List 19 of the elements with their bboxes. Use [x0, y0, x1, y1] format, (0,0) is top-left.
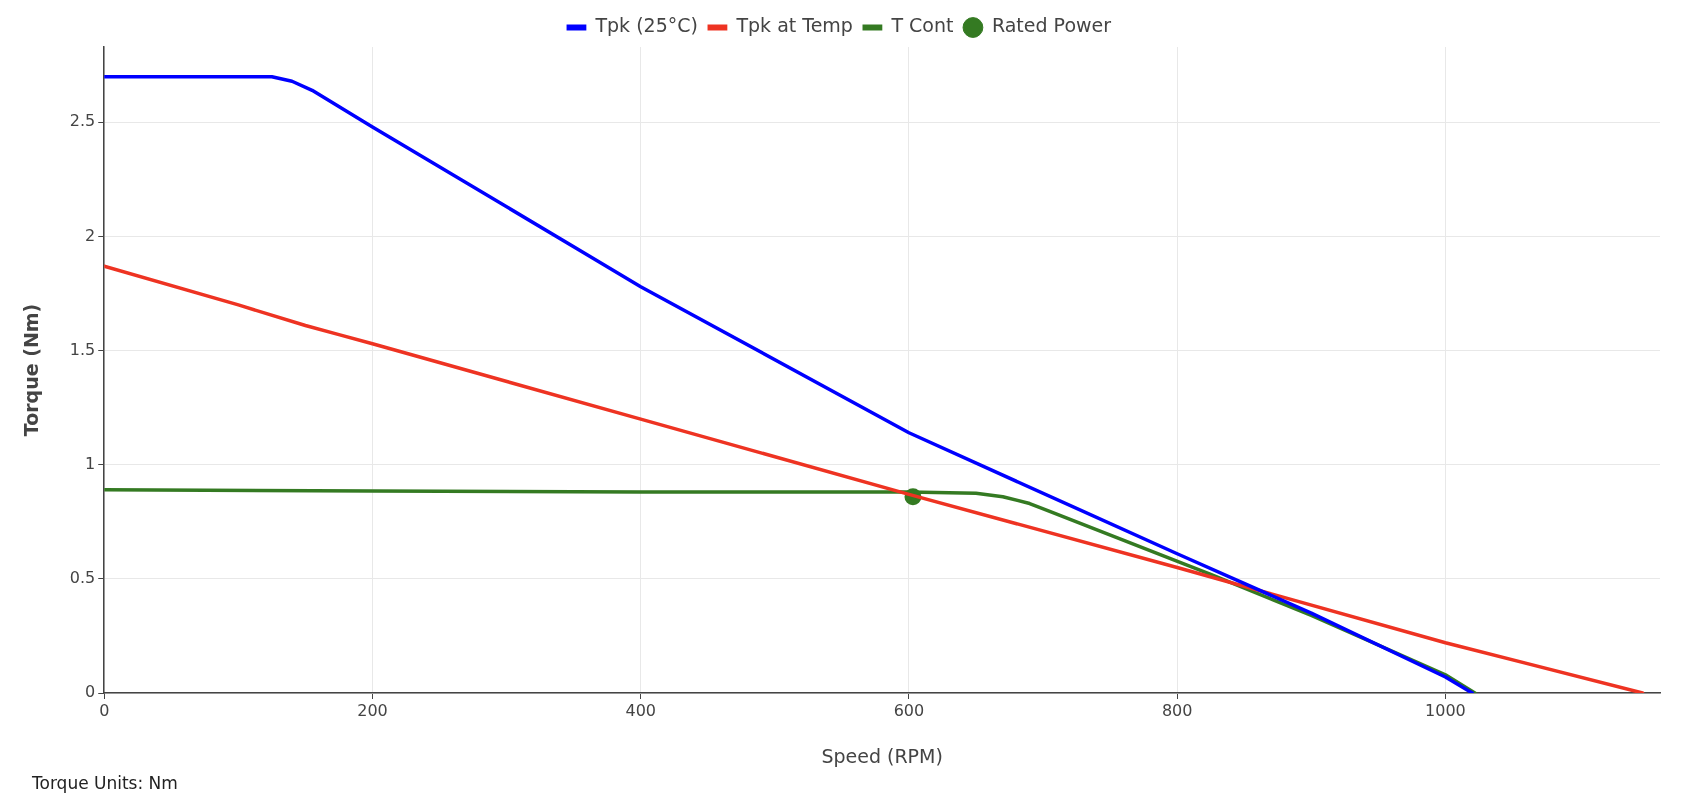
x-tick-label: 800: [1161, 700, 1193, 720]
x-axis-title: Speed (RPM): [821, 744, 943, 767]
y-tick-label: 1: [85, 453, 96, 473]
x-tick-label: 600: [893, 700, 925, 720]
y-axis-title: Torque (Nm): [20, 303, 43, 437]
legend-label: Tpk at Temp: [735, 14, 853, 37]
legend-label: Tpk (25°C): [594, 14, 698, 37]
y-tick-label: 2.5: [69, 111, 96, 131]
legend-label: Rated Power: [991, 14, 1112, 37]
x-tick-label: 0: [99, 700, 110, 720]
y-tick-label: 0: [85, 682, 96, 702]
y-tick-label: 1.5: [69, 339, 96, 359]
y-tick-label: 2: [85, 225, 96, 245]
x-tick-label: 400: [625, 700, 656, 720]
y-tick-label: 0.5: [69, 568, 96, 588]
legend-label: T Cont: [890, 14, 954, 37]
x-tick-label: 1000: [1425, 700, 1466, 720]
text: Torque Units: Nm: [32, 773, 179, 793]
x-tick-label: 200: [357, 700, 388, 720]
